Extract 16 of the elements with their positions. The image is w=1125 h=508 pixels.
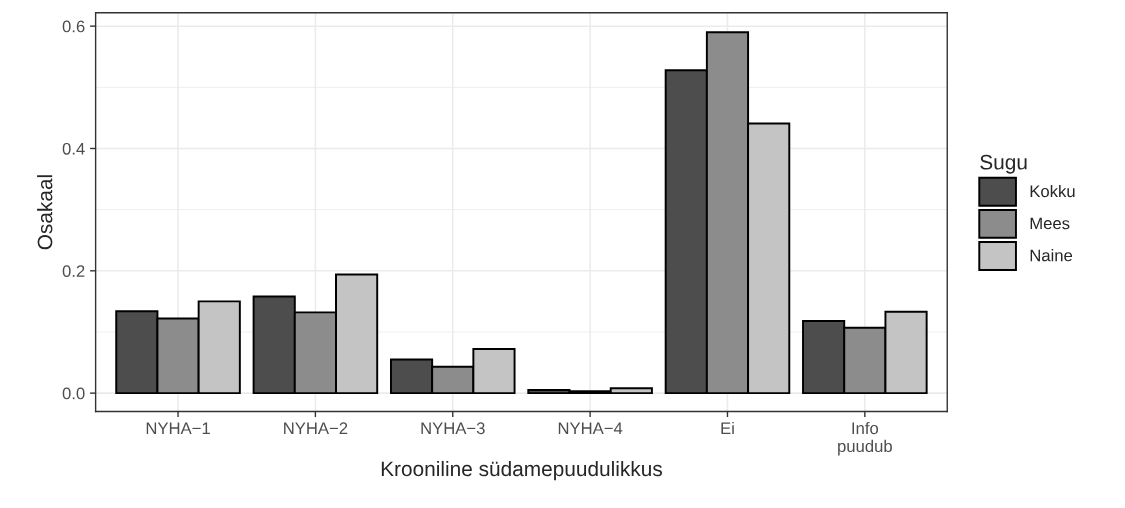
legend-label: Kokku	[1030, 184, 1075, 198]
legend-label: Naine	[1030, 249, 1073, 262]
y-tick-label: 0.2	[62, 265, 85, 278]
x-tick-label: Ei	[721, 421, 734, 434]
x-tick-label: NYHA−2	[284, 422, 348, 434]
x-tick-label: NYHA−4	[558, 422, 623, 434]
y-tick-label: 0.4	[62, 142, 85, 155]
x-axis-title: Krooniline südamepuudulikkus	[381, 460, 662, 481]
legend-title: Sugu	[980, 154, 1027, 174]
x-tick-label: NYHA−3	[421, 422, 485, 435]
y-tick-label: 0.6	[62, 20, 85, 33]
legend-label: Mees	[1030, 217, 1070, 230]
y-axis-title: Osakaal	[37, 175, 53, 250]
y-tick-label: 0.0	[62, 387, 85, 400]
x-tick-label: NYHA−1	[146, 422, 210, 434]
x-tick-label: Info puudub	[838, 421, 892, 456]
